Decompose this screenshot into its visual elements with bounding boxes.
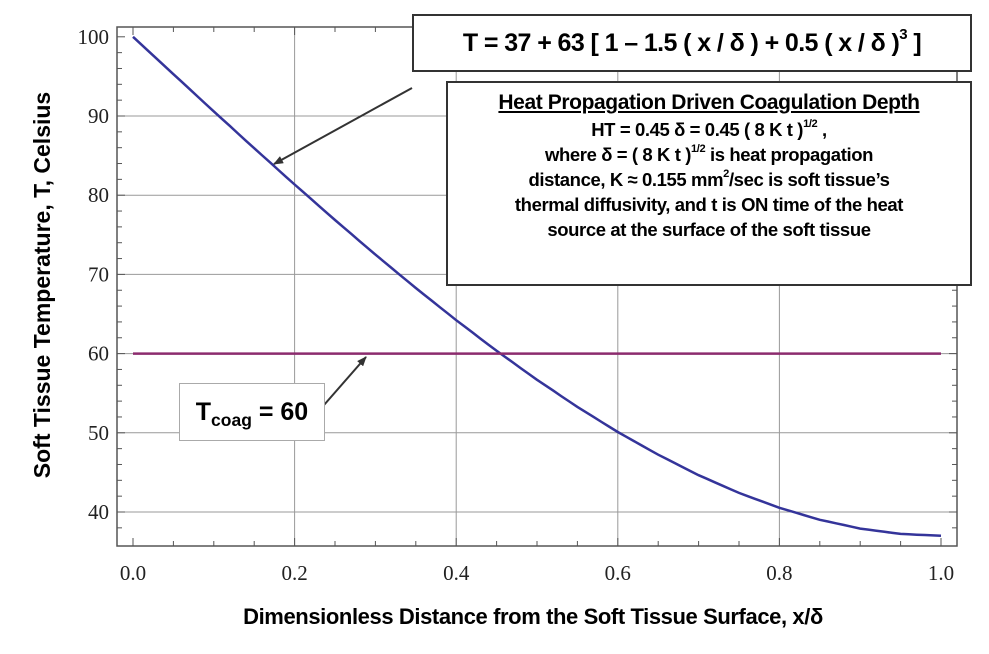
y-tick-label: 50 [88, 421, 109, 445]
equation-box: T = 37 + 63 [ 1 – 1.5 ( x / δ ) + 0.5 ( … [412, 14, 972, 72]
heat-propagation-box: Heat Propagation Driven Coagulation Dept… [446, 81, 972, 286]
heat-line-1-text: HT = 0.45 δ = 0.45 ( 8 K t ) [591, 119, 804, 140]
y-tick-label: 60 [88, 342, 109, 366]
heat-line-1-end: , [817, 119, 827, 140]
heat-line-2: where δ = ( 8 K t )1/2 is heat propagati… [448, 142, 970, 167]
y-tick-label: 40 [88, 500, 109, 524]
x-axis-title: Dimensionless Distance from the Soft Tis… [243, 604, 823, 629]
temperature-curve [132, 35, 942, 538]
x-tick-label: 1.0 [928, 561, 954, 585]
x-tick-label: 0.8 [766, 561, 792, 585]
heat-line-5: source at the surface of the soft tissue [547, 219, 871, 240]
equation-text: T = 37 + 63 [ 1 – 1.5 ( x / δ ) + 0.5 ( … [462, 29, 900, 57]
y-tick-label: 100 [78, 25, 110, 49]
heat-line-2-end: is heat propagation [705, 144, 874, 165]
equation-end: ] [907, 29, 922, 57]
heat-box-title: Heat Propagation Driven Coagulation Dept… [498, 91, 920, 114]
x-tick-label: 0.4 [443, 561, 470, 585]
annotation-arrows [273, 87, 413, 406]
equation-exponent: 3 [899, 26, 908, 43]
series [132, 35, 942, 538]
heat-line-3-text: distance, K ≈ 0.155 mm [528, 169, 724, 190]
y-tick-label: 80 [88, 183, 109, 207]
tcoag-subscript: coag [211, 410, 252, 431]
heat-line-1-sup: 1/2 [803, 118, 818, 131]
tcoag-value: = 60 [251, 398, 309, 426]
heat-line-2-sup: 1/2 [691, 143, 706, 156]
heat-line-3: distance, K ≈ 0.155 mm2/sec is soft tiss… [448, 167, 970, 192]
tcoag-arrow [323, 356, 367, 406]
heat-line-1: HT = 0.45 δ = 0.45 ( 8 K t )1/2 , [448, 117, 970, 142]
x-tick-label: 0.0 [120, 561, 146, 585]
heat-line-3-sup: 2 [723, 168, 729, 181]
heat-line-2-text: where δ = ( 8 K t ) [544, 144, 691, 165]
y-axis-title: Soft Tissue Temperature, T, Celsius [29, 92, 55, 478]
y-tick-label: 90 [88, 104, 109, 128]
tcoag-label-box: Tcoag = 60 [179, 383, 325, 441]
equation-arrow [273, 87, 413, 165]
x-tick-label: 0.6 [605, 561, 631, 585]
heat-line-4: thermal diffusivity, and t is ON time of… [514, 194, 904, 215]
y-tick-label: 70 [88, 262, 109, 286]
tcoag-symbol: T [195, 398, 212, 426]
heat-line-3-end: /sec is soft tissue’s [728, 169, 890, 190]
x-tick-label: 0.2 [281, 561, 307, 585]
